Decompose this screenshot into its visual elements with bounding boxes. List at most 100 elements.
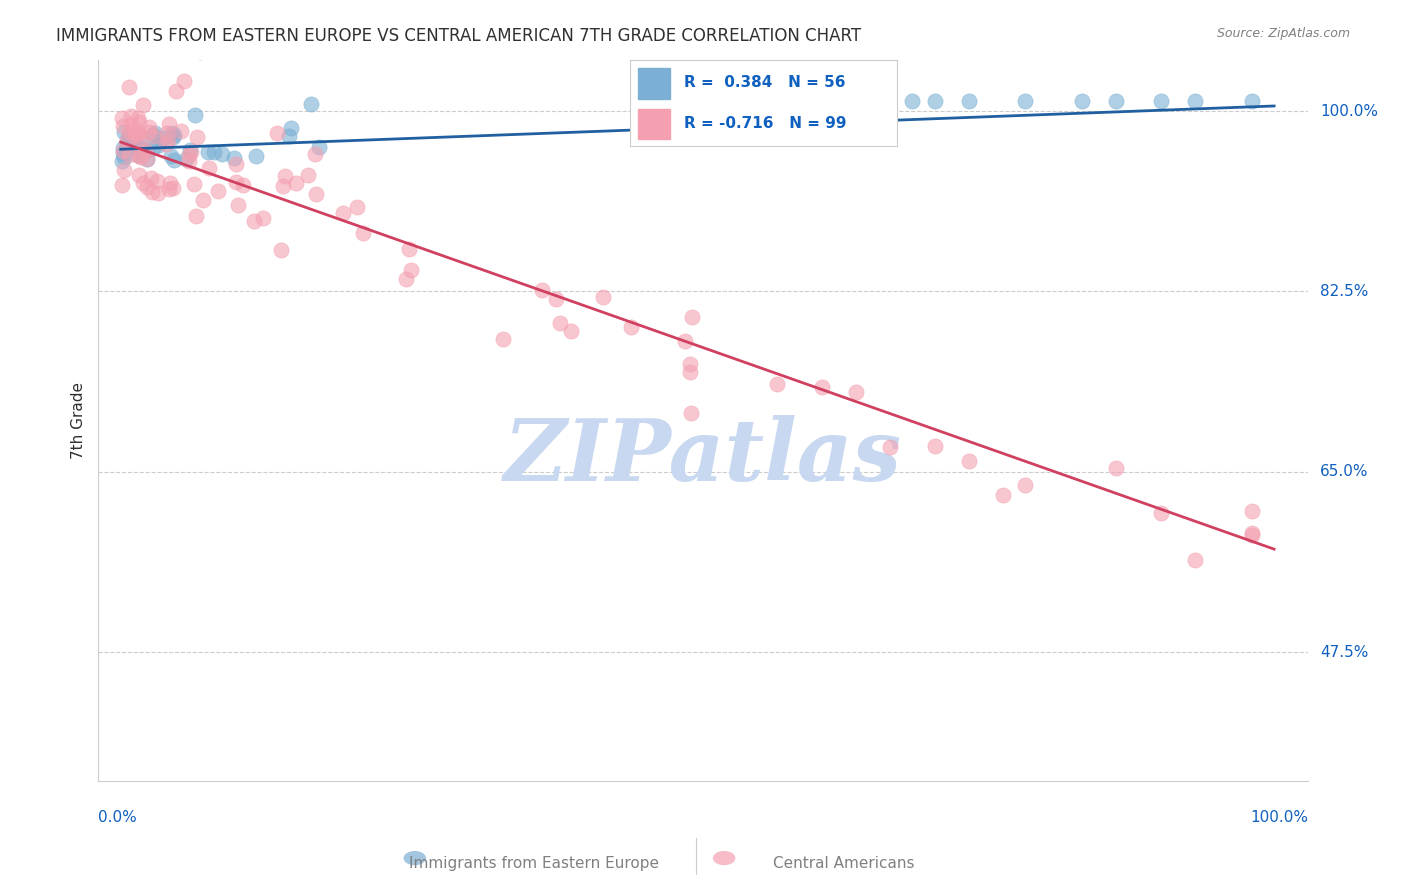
Text: Immigrants from Eastern Europe: Immigrants from Eastern Europe — [409, 856, 659, 871]
Point — [492, 332, 515, 346]
Point — [1240, 94, 1263, 108]
Point — [141, 171, 163, 186]
Point — [560, 324, 582, 338]
Point — [1184, 94, 1206, 108]
Point — [395, 272, 418, 286]
Point — [398, 242, 420, 256]
Point — [170, 123, 193, 137]
Point — [142, 141, 165, 155]
Point — [266, 126, 288, 140]
Point — [924, 94, 946, 108]
Point — [112, 151, 135, 165]
Point — [120, 137, 142, 152]
Point — [120, 131, 142, 145]
Point — [544, 292, 567, 306]
Point — [129, 144, 152, 158]
Point — [277, 129, 299, 144]
Point — [228, 198, 250, 212]
Point — [179, 143, 201, 157]
Point — [157, 182, 180, 196]
Point — [270, 244, 292, 258]
Point — [150, 136, 173, 150]
Point — [1150, 506, 1173, 520]
Point — [129, 130, 152, 145]
Point — [280, 121, 302, 136]
Point — [924, 439, 946, 453]
Point — [157, 117, 180, 131]
Point — [1240, 526, 1263, 541]
Point — [128, 168, 150, 182]
Point — [352, 226, 374, 240]
Point — [127, 112, 149, 126]
Point — [252, 211, 274, 225]
Point — [1150, 94, 1173, 108]
Point — [114, 125, 136, 139]
Text: Central Americans: Central Americans — [773, 856, 914, 871]
Point — [274, 169, 297, 183]
Point — [1240, 503, 1263, 517]
Point — [198, 161, 221, 175]
Point — [620, 319, 643, 334]
Point — [163, 153, 186, 168]
Point — [160, 148, 183, 162]
Point — [136, 152, 159, 166]
Point — [162, 128, 184, 142]
Text: 0.0%: 0.0% — [98, 810, 136, 825]
Point — [184, 108, 207, 122]
Point — [197, 145, 219, 160]
Point — [162, 129, 184, 144]
Point — [765, 376, 787, 391]
Point — [1240, 528, 1263, 542]
Point — [186, 130, 208, 145]
Point — [122, 131, 145, 145]
Point — [810, 380, 832, 394]
Point — [117, 130, 139, 145]
Point — [124, 129, 146, 144]
Point — [148, 186, 170, 200]
Point — [191, 193, 214, 207]
Point — [115, 133, 138, 147]
Point — [129, 134, 152, 148]
Point — [232, 178, 254, 192]
Point — [157, 133, 180, 147]
Point — [112, 144, 135, 158]
Point — [135, 180, 157, 194]
Point — [118, 148, 141, 162]
Point — [127, 126, 149, 140]
Point — [673, 334, 696, 348]
Point — [845, 385, 868, 400]
Point — [135, 143, 157, 157]
Point — [243, 214, 266, 228]
Point — [308, 140, 330, 154]
Point — [112, 162, 135, 177]
Point — [1014, 478, 1036, 492]
Point — [129, 145, 152, 160]
Point — [879, 440, 901, 454]
Point — [188, 45, 211, 59]
Point — [120, 130, 142, 145]
Point — [134, 144, 156, 158]
Point — [271, 179, 294, 194]
Point — [224, 152, 246, 166]
Text: 47.5%: 47.5% — [1320, 645, 1368, 660]
Point — [211, 147, 233, 161]
Text: Source: ZipAtlas.com: Source: ZipAtlas.com — [1216, 27, 1350, 40]
Text: IMMIGRANTS FROM EASTERN EUROPE VS CENTRAL AMERICAN 7TH GRADE CORRELATION CHART: IMMIGRANTS FROM EASTERN EUROPE VS CENTRA… — [56, 27, 862, 45]
Point — [152, 130, 174, 145]
Point — [132, 176, 155, 190]
Point — [173, 74, 195, 88]
Point — [115, 140, 138, 154]
Point — [346, 200, 368, 214]
Point — [162, 181, 184, 195]
Point — [1070, 94, 1092, 108]
Point — [1014, 94, 1036, 108]
Point — [297, 168, 319, 182]
Point — [128, 115, 150, 129]
Text: ZIPatlas: ZIPatlas — [503, 415, 903, 498]
Point — [111, 154, 134, 169]
Point — [155, 136, 177, 151]
Point — [177, 154, 200, 169]
Point — [991, 488, 1014, 502]
Point — [1184, 552, 1206, 566]
Point — [304, 147, 326, 161]
